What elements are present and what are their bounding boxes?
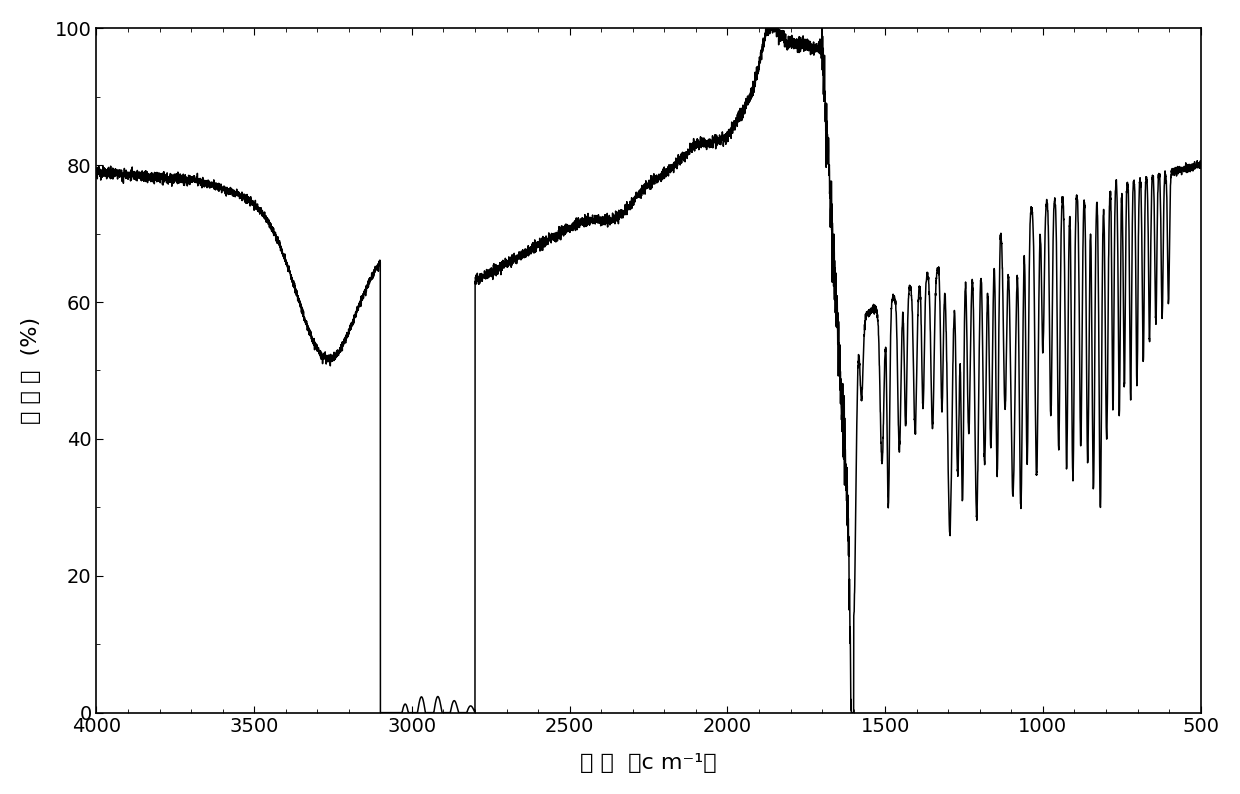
Y-axis label: 透 过 率  (%): 透 过 率 (%) xyxy=(21,317,41,424)
X-axis label: 波 数  （c m⁻¹）: 波 数 （c m⁻¹） xyxy=(580,754,717,773)
